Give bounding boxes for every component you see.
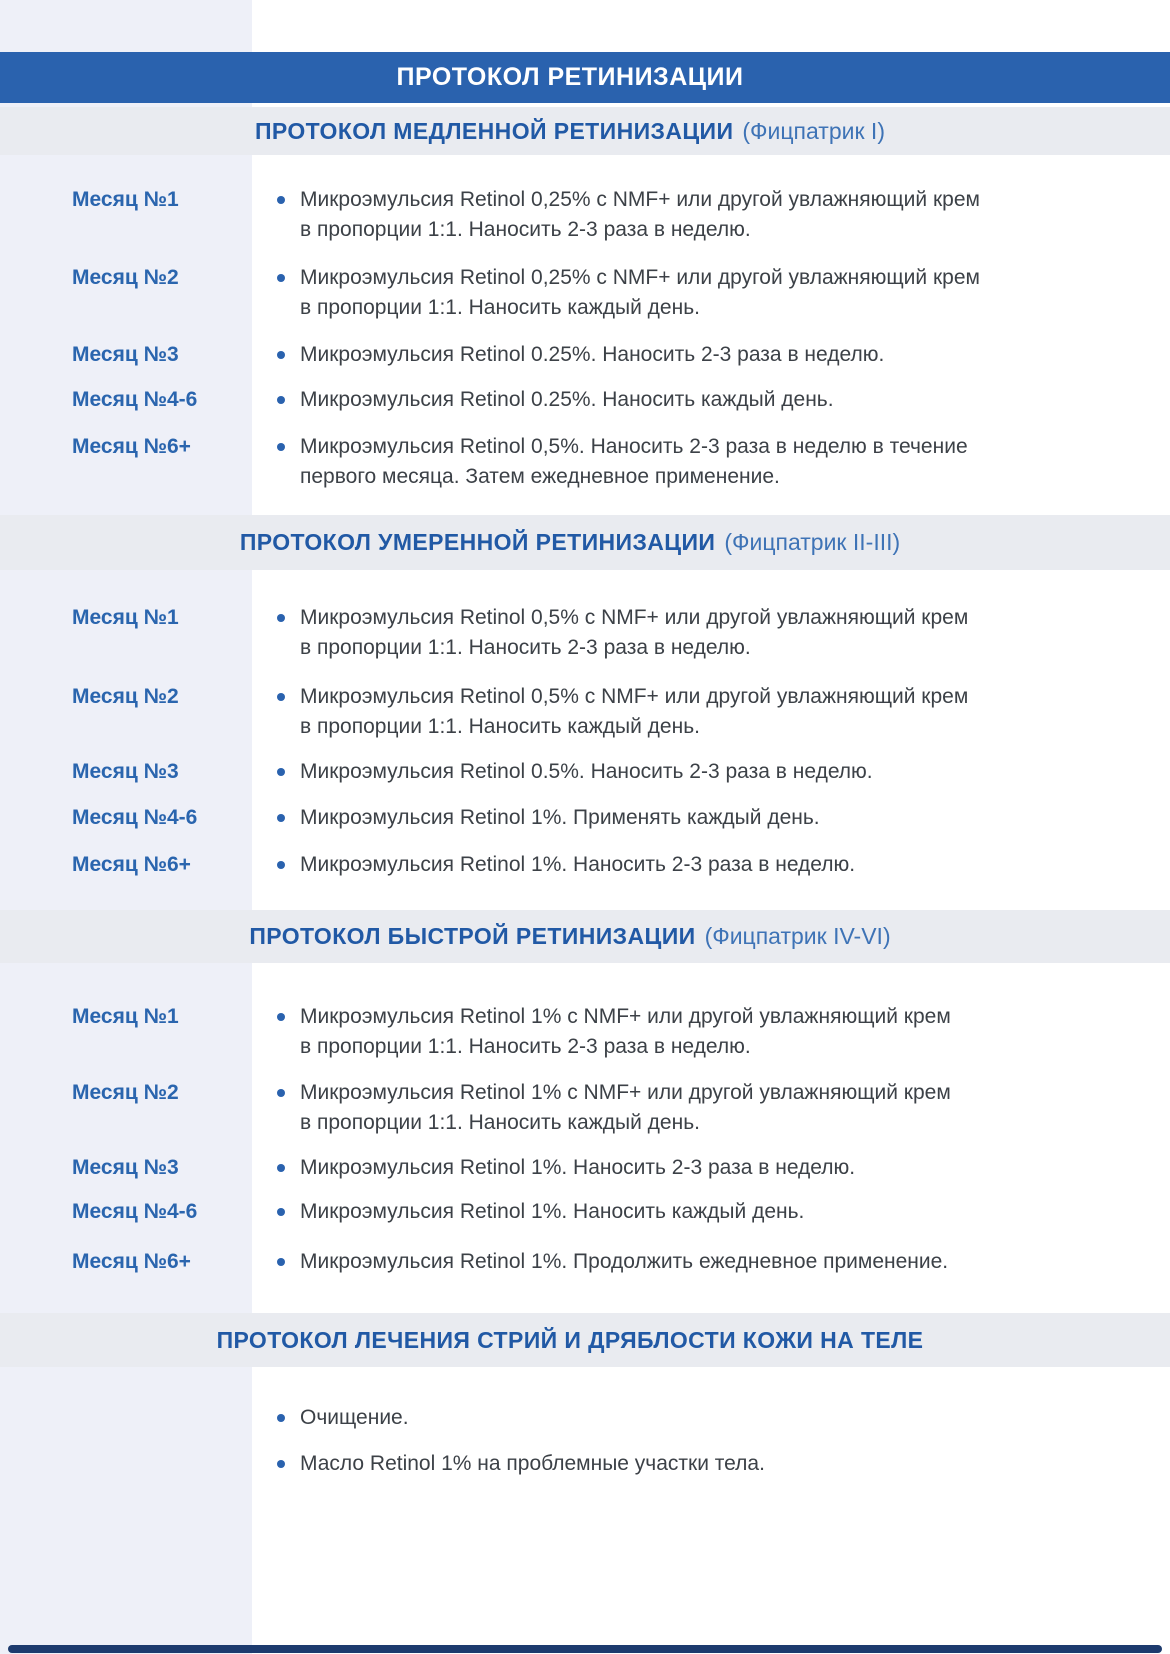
table-row: Месяц №3 Микроэмульсия Retinol 1%. Нанос… [0,1153,1170,1183]
row-text: Масло Retinol 1% на проблемные участки т… [300,1452,765,1475]
table-row: Месяц №2 Микроэмульсия Retinol 0,25% с N… [0,263,1170,319]
section-header-moderate: ПРОТОКОЛ УМЕРЕННОЙ РЕТИНИЗАЦИИ (Фицпатри… [0,515,1170,570]
bullet-icon [277,1164,285,1172]
top-banner: ПРОТОКОЛ РЕТИНИЗАЦИИ [0,52,1170,103]
page-title: ПРОТОКОЛ РЕТИНИЗАЦИИ [396,63,744,91]
section-header-body: ПРОТОКОЛ ЛЕЧЕНИЯ СТРИЙ И ДРЯБЛОСТИ КОЖИ … [0,1313,1170,1367]
bullet-icon [277,814,285,822]
table-row: Месяц №4-6 Микроэмульсия Retinol 1%. Нан… [0,1197,1170,1227]
footer-bar [8,1645,1162,1653]
bullet-icon [277,1258,285,1266]
row-text: Микроэмульсия Retinol 1%. Продолжить еже… [300,1250,949,1273]
month-label: Месяц №2 [72,685,179,708]
table-row: Месяц №4-6 Микроэмульсия Retinol 1%. При… [0,803,1170,833]
row-text: Очищение. [300,1406,409,1429]
bullet-icon [277,693,285,701]
bullet-icon [277,861,285,869]
section-title: ПРОТОКОЛ УМЕРЕННОЙ РЕТИНИЗАЦИИ [239,529,716,555]
section-header-slow: ПРОТОКОЛ МЕДЛЕННОЙ РЕТИНИЗАЦИИ (Фицпатри… [0,107,1170,155]
table-row: Очищение. [0,1403,1170,1433]
table-row: Месяц №4-6 Микроэмульсия Retinol 0.25%. … [0,385,1170,415]
bullet-icon [277,1089,285,1097]
month-label: Месяц №4-6 [72,806,198,829]
month-label: Месяц №6+ [72,1250,191,1273]
row-text: Микроэмульсия Retinol 1%. Применять кажд… [300,806,820,829]
row-text: Микроэмульсия Retinol 0,25% с NMF+ или д… [300,188,980,241]
table-row: Месяц №3 Микроэмульсия Retinol 0.25%. На… [0,340,1170,370]
row-text: Микроэмульсия Retinol 1% с NMF+ или друг… [300,1081,951,1134]
month-label: Месяц №4-6 [72,1200,198,1223]
section-note: (Фицпатрик II-III) [724,529,901,555]
bullet-icon [277,1414,285,1422]
table-row: Месяц №6+ Микроэмульсия Retinol 1%. Нано… [0,850,1170,880]
month-label: Месяц №3 [72,1156,179,1179]
bullet-icon [277,351,285,359]
table-row: Месяц №2 Микроэмульсия Retinol 1% с NMF+… [0,1078,1170,1134]
bullet-icon [277,196,285,204]
month-label: Месяц №6+ [72,435,191,458]
month-label: Месяц №1 [72,188,179,211]
bullet-icon [277,1460,285,1468]
row-text: Микроэмульсия Retinol 1%. Наносить 2-3 р… [300,1156,856,1179]
row-text: Микроэмульсия Retinol 1%. Наносить кажды… [300,1200,805,1223]
row-text: Микроэмульсия Retinol 1% с NMF+ или друг… [300,1005,951,1058]
table-row: Месяц №6+ Микроэмульсия Retinol 1%. Прод… [0,1247,1170,1277]
bullet-icon [277,1208,285,1216]
month-label: Месяц №2 [72,266,179,289]
row-text: Микроэмульсия Retinol 0,5% с NMF+ или др… [300,685,969,738]
month-label: Месяц №3 [72,343,179,366]
row-text: Микроэмульсия Retinol 0.5%. Наносить 2-3… [300,760,873,783]
table-row: Месяц №1 Микроэмульсия Retinol 0,25% с N… [0,185,1170,241]
row-text: Микроэмульсия Retinol 0.25%. Наносить ка… [300,388,834,411]
bullet-icon [277,768,285,776]
bullet-icon [277,396,285,404]
month-label: Месяц №1 [72,606,179,629]
table-row: Месяц №3 Микроэмульсия Retinol 0.5%. Нан… [0,757,1170,787]
row-text: Микроэмульсия Retinol 1%. Наносить 2-3 р… [300,853,856,876]
row-text: Микроэмульсия Retinol 0,5%. Наносить 2-3… [300,435,968,488]
month-label: Месяц №4-6 [72,388,198,411]
month-label: Месяц №2 [72,1081,179,1104]
row-text: Микроэмульсия Retinol 0,5% с NMF+ или др… [300,606,969,659]
section-note: (Фицпатрик I) [742,117,885,144]
bullet-icon [277,1013,285,1021]
bullet-icon [277,443,285,451]
month-label: Месяц №1 [72,1005,179,1028]
left-column-background [0,0,252,1654]
table-row: Месяц №2 Микроэмульсия Retinol 0,5% с NM… [0,682,1170,738]
table-row: Месяц №1 Микроэмульсия Retinol 0,5% с NM… [0,603,1170,659]
row-text: Микроэмульсия Retinol 0.25%. Наносить 2-… [300,343,885,366]
table-row: Месяц №6+ Микроэмульсия Retinol 0,5%. На… [0,432,1170,488]
month-label: Месяц №3 [72,760,179,783]
table-row: Масло Retinol 1% на проблемные участки т… [0,1449,1170,1479]
table-row: Месяц №1 Микроэмульсия Retinol 1% с NMF+… [0,1002,1170,1058]
month-label: Месяц №6+ [72,853,191,876]
section-title: ПРОТОКОЛ БЫСТРОЙ РЕТИНИЗАЦИИ [249,923,696,949]
section-header-fast: ПРОТОКОЛ БЫСТРОЙ РЕТИНИЗАЦИИ (Фицпатрик … [0,910,1170,963]
bullet-icon [277,274,285,282]
section-title: ПРОТОКОЛ МЕДЛЕННОЙ РЕТИНИЗАЦИИ [255,117,734,144]
section-title: ПРОТОКОЛ ЛЕЧЕНИЯ СТРИЙ И ДРЯБЛОСТИ КОЖИ … [216,1326,924,1353]
row-text: Микроэмульсия Retinol 0,25% с NMF+ или д… [300,266,980,319]
section-note: (Фицпатрик IV-VI) [704,923,891,949]
bullet-icon [277,614,285,622]
